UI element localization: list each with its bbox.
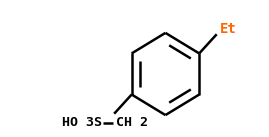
Text: HO 3S: HO 3S [62,116,102,129]
Text: CH 2: CH 2 [115,116,147,129]
Text: Et: Et [220,22,237,36]
